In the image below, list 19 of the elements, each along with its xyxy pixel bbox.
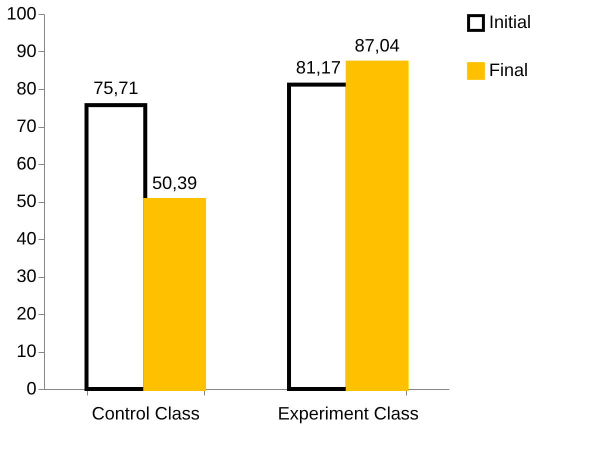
x-tick-label: Experiment Class bbox=[278, 404, 419, 424]
data-label: 50,39 bbox=[152, 173, 198, 194]
y-tick-label: 60 bbox=[16, 154, 36, 174]
y-tick-label: 90 bbox=[16, 41, 36, 61]
y-tick-label: 20 bbox=[16, 304, 36, 324]
y-tick-label: 80 bbox=[16, 78, 36, 98]
legend-label: Initial bbox=[489, 12, 532, 32]
data-label: 87,04 bbox=[354, 36, 400, 56]
y-tick-label: 30 bbox=[16, 266, 36, 286]
y-tick-label: 70 bbox=[16, 116, 36, 136]
y-tick-label: 40 bbox=[16, 228, 36, 248]
x-tick-label: Control Class bbox=[92, 404, 200, 424]
data-label: 81,17 bbox=[296, 58, 341, 78]
data-label: 75,71 bbox=[93, 78, 138, 98]
legend-label: Final bbox=[489, 60, 528, 80]
y-tick-label: 0 bbox=[26, 378, 36, 398]
y-tick-label: 50 bbox=[16, 191, 36, 211]
y-tick-label: 10 bbox=[16, 341, 36, 361]
y-tick-label: 100 bbox=[6, 4, 36, 24]
